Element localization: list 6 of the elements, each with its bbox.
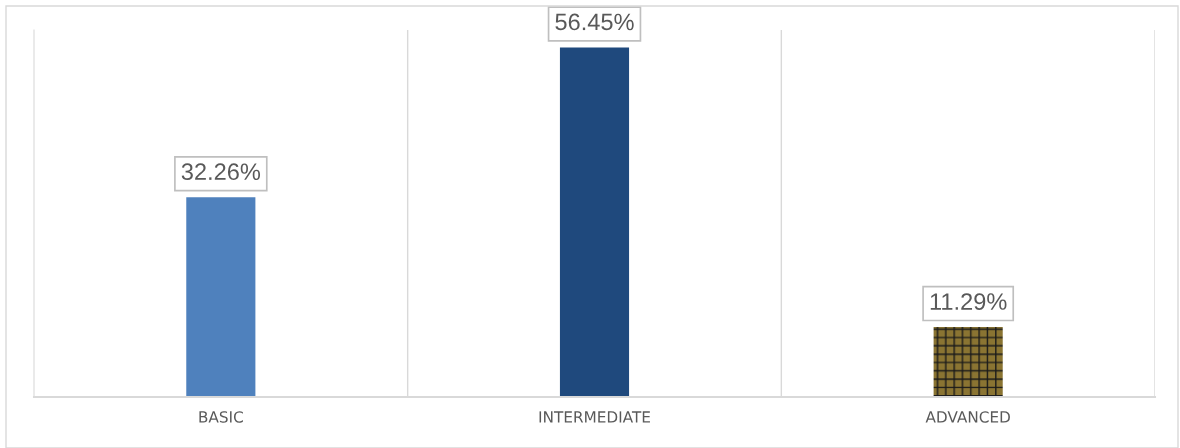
data-label: 11.29% <box>930 293 1007 310</box>
data-label: 32.26% <box>181 163 261 181</box>
x-tick-label: ADVANCED <box>925 411 1010 423</box>
x-tick-label: BASIC <box>199 411 243 423</box>
x-tick-label: INTERMEDIATE <box>539 411 650 423</box>
data-label: 56.45% <box>555 13 634 31</box>
